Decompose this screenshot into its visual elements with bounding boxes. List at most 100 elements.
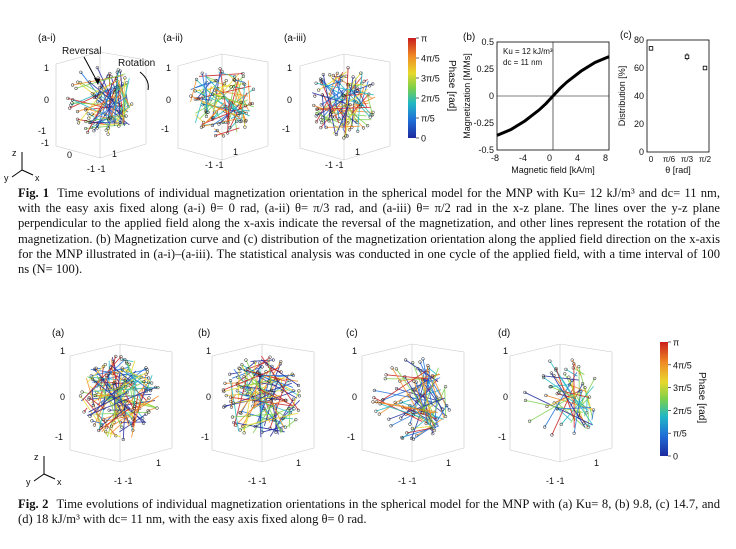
chart-b-xtick: -4 xyxy=(519,153,527,163)
chart-b-ytick: -0.5 xyxy=(478,145,494,155)
colorbar-tick-label: π xyxy=(673,338,679,348)
trajectory-line xyxy=(240,405,295,431)
trajectory-point xyxy=(242,375,246,379)
trajectory-point xyxy=(119,354,123,359)
trajectory-point xyxy=(555,392,559,396)
trajectory-point xyxy=(371,82,375,86)
chart-c-xlabel: θ [rad] xyxy=(665,165,691,175)
trajectory-point xyxy=(199,125,204,129)
trajectory-line xyxy=(314,94,316,97)
trajectory-point xyxy=(447,408,451,412)
trajectory-point xyxy=(411,437,416,441)
trajectory-point xyxy=(87,80,92,84)
axis-letter-x: x xyxy=(35,173,40,183)
trajectory-point xyxy=(284,398,288,403)
trajectory-point xyxy=(348,103,352,107)
colorbar-tick-label: 2π/5 xyxy=(421,94,440,104)
phase-colorbar-ticks: π 4π/5 3π/5 2π/5 π/5 0 xyxy=(416,34,440,144)
trajectory-line xyxy=(239,368,294,388)
trajectory-point xyxy=(279,370,283,374)
sphere-plot-fig2-b xyxy=(211,343,315,463)
trajectory-point xyxy=(90,377,95,381)
tick-z-top: 1 xyxy=(44,63,49,73)
trajectory-point xyxy=(109,424,114,428)
trajectory-line xyxy=(240,361,282,428)
trajectory-line xyxy=(549,360,577,403)
trajectory-line xyxy=(194,83,244,92)
trajectory-point xyxy=(240,363,244,367)
trajectory-point xyxy=(287,406,291,411)
chart-c-xtick: π/6 xyxy=(663,155,676,164)
panel-label-a-i: (a-i) xyxy=(38,33,56,44)
trajectory-line xyxy=(230,396,292,407)
trajectory-line xyxy=(351,77,357,128)
trajectory-point xyxy=(375,400,379,404)
trajectory-point xyxy=(240,385,244,390)
trajectory-point xyxy=(238,367,242,371)
trajectory-line xyxy=(543,377,586,408)
trajectory-line xyxy=(416,418,444,436)
trajectory-point xyxy=(586,425,590,429)
sphere-plot-fig2-d xyxy=(509,343,613,463)
trajectory-line xyxy=(94,411,149,415)
trajectory-line xyxy=(195,114,204,123)
trajectory-line xyxy=(261,425,285,433)
trajectory-line xyxy=(230,380,240,432)
trajectory-point xyxy=(125,390,129,394)
trajectory-line xyxy=(336,84,344,96)
trajectory-line xyxy=(212,83,225,113)
trajectory-point xyxy=(89,374,93,378)
trajectory-line xyxy=(212,112,219,119)
trajectory-line xyxy=(386,374,429,380)
trajectory-point xyxy=(253,360,257,364)
trajectory-point xyxy=(228,126,232,130)
trajectory-point xyxy=(92,423,97,427)
trajectory-point xyxy=(239,100,243,105)
trajectory-point xyxy=(384,373,388,377)
tick-floor-neg: -1 xyxy=(41,138,49,148)
trajectory-point xyxy=(104,373,109,378)
trajectory-point xyxy=(196,97,201,101)
trajectory-line xyxy=(96,89,112,129)
trajectory-point xyxy=(238,119,242,124)
tick-floor: -1 -1 xyxy=(114,476,133,486)
trajectory-line xyxy=(96,73,109,98)
trajectory-point xyxy=(106,74,110,79)
panel-label-c: (c) xyxy=(620,30,632,41)
trajectory-point xyxy=(440,407,445,411)
trajectory-line xyxy=(239,366,272,413)
trajectory-point xyxy=(269,399,273,403)
trajectory-line xyxy=(247,360,271,370)
tick-a-iii-mid: 0 xyxy=(287,95,292,105)
trajectory-line xyxy=(259,388,294,407)
trajectory-point xyxy=(327,119,331,123)
colorbar-tick-label: 3π/5 xyxy=(421,74,440,84)
trajectory-point xyxy=(296,408,301,412)
trajectory-line xyxy=(80,395,108,436)
trajectory-line xyxy=(560,385,595,425)
trajectory-point xyxy=(118,120,122,125)
trajectory-point xyxy=(120,425,124,429)
chart-b-xtick: 8 xyxy=(603,153,608,163)
sphere-frame xyxy=(361,343,465,463)
trajectory-point xyxy=(101,365,106,369)
trajectory-point xyxy=(85,130,90,134)
chart-c-frame xyxy=(646,39,710,153)
trajectory-point xyxy=(564,367,568,372)
trajectory-point xyxy=(542,375,546,380)
trajectory-point xyxy=(318,77,323,81)
trajectory-point xyxy=(120,82,125,86)
annotation-rotation: Rotation xyxy=(118,58,155,69)
tick-right: 1 xyxy=(594,458,599,468)
trajectory-line xyxy=(131,374,147,438)
trajectory-point xyxy=(75,117,80,121)
trajectory-point xyxy=(107,408,111,412)
trajectory-point xyxy=(100,377,104,381)
trajectory-line xyxy=(233,86,245,90)
trajectory-point xyxy=(106,126,110,130)
trajectory-point xyxy=(443,385,448,389)
trajectory-line xyxy=(529,397,570,422)
trajectory-point xyxy=(408,422,412,426)
phase-colorbar-2 xyxy=(660,342,668,456)
trajectory-point xyxy=(251,87,256,91)
